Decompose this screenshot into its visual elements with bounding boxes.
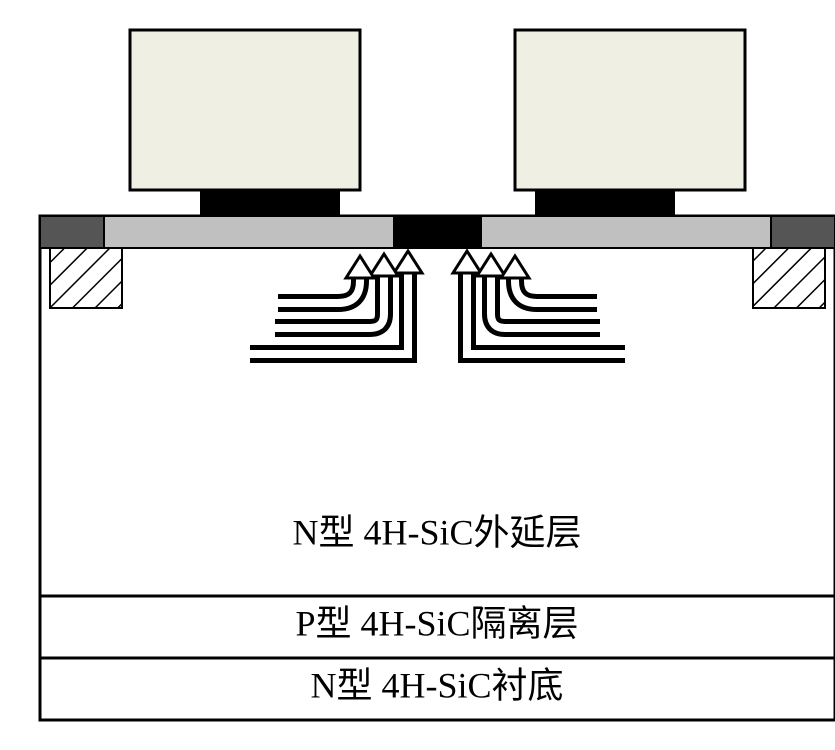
center-black — [394, 216, 481, 248]
light-strip-left — [104, 216, 394, 248]
diagram-container: N型 4H-SiC外延层 P型 4H-SiC隔离层 N型 4H-SiC衬底 — [20, 20, 835, 730]
hatch-right — [753, 248, 825, 308]
layers.epi: N型 4H-SiC外延层 — [292, 512, 581, 552]
hatch-left — [50, 248, 122, 308]
cap-black-left — [200, 190, 340, 216]
dark-strip-right — [771, 216, 835, 248]
dark-strip-left — [40, 216, 104, 248]
layers.sub: N型 4H-SiC衬底 — [310, 665, 563, 705]
semiconductor-cross-section: N型 4H-SiC外延层 P型 4H-SiC隔离层 N型 4H-SiC衬底 — [20, 20, 835, 730]
pillar-left — [130, 30, 360, 190]
light-strip-right — [481, 216, 771, 248]
cap-black-right — [535, 190, 675, 216]
layers.iso: P型 4H-SiC隔离层 — [295, 603, 578, 643]
pillar-right — [515, 30, 745, 190]
